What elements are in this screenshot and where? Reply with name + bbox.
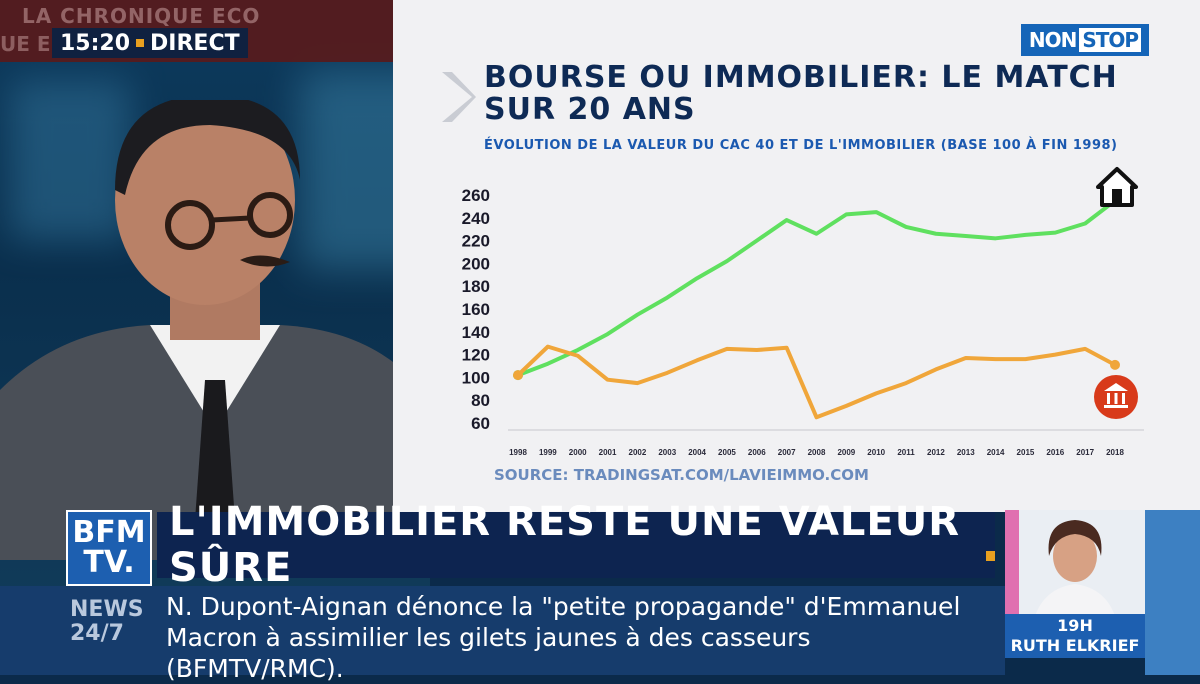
y-tick-label: 140 [462,323,490,342]
x-tick-label: 2009 [837,448,855,457]
news-label-line2: 24/7 [70,621,124,646]
graphic-subtitle: ÉVOLUTION DE LA VALEUR DU CAC 40 ET DE L… [484,138,1118,153]
y-tick-label: 180 [462,277,490,296]
x-tick-label: 2005 [718,448,736,457]
channel-badge: NON STOP [1021,24,1149,56]
next-show-time: 19H [1057,616,1093,635]
x-tick-label: 2003 [658,448,676,457]
x-tick-label: 2012 [927,448,945,457]
chart-source: SOURCE: TRADINGSAT.COM/LAVIEIMMO.COM [494,466,869,484]
studio-video: LA CHRONIQUE ECO UE E 15:20 DIRECT [0,0,430,675]
next-show-bar: 19H RUTH ELKRIEF [1005,614,1145,658]
y-tick-label: 260 [462,186,490,205]
headline-text: L'IMMOBILIER RESTE UNE VALEUR SÛRE [169,499,960,591]
logo-line-1: BFM [72,515,146,550]
x-tick-label: 2013 [957,448,975,457]
house-icon [1096,167,1138,207]
y-tick-label: 240 [462,209,490,228]
x-tick-label: 1998 [509,448,527,457]
headline-accent [986,551,995,561]
x-tick-label: 2015 [1017,448,1035,457]
ticker-text: N. Dupont-Aignan dénonce la "petite prop… [166,592,961,683]
line-chart: 60 80 100 120 140 160 180 200 220 240 260 1998 1999… [462,167,1144,457]
anchor-portrait [1005,510,1115,616]
x-tick-label: 2017 [1076,448,1094,457]
decorative-strip [1145,510,1200,675]
series-line-0 [517,199,1117,377]
chevron-right-icon [442,72,476,122]
live-label: DIRECT [150,30,240,56]
presenter-figure [0,100,430,560]
x-tick-label: 2010 [867,448,885,457]
x-tick-label: 2000 [569,448,587,457]
x-tick-label: 2016 [1046,448,1064,457]
series-endpoint [1110,359,1120,370]
next-show-host: RUTH ELKRIEF [1010,636,1140,655]
y-tick-label: 80 [471,391,490,410]
y-tick-label: 120 [462,346,490,365]
series-line-1 [516,344,1116,420]
x-tick-label: 2011 [897,448,915,457]
series-endpoint [513,370,523,381]
y-tick-label: 100 [462,368,490,387]
program-banner-fragment: UE E [0,32,51,56]
x-tick-label: 2006 [748,448,766,457]
news-label: NEWS 24/7 [70,598,144,646]
news-ticker [0,586,1005,675]
x-tick-label: 1999 [539,448,557,457]
x-tick-label: 2004 [688,448,706,457]
graphic-title: BOURSE OU IMMOBILIER: LE MATCH SUR 20 AN… [484,60,1118,127]
x-tick-label: 2001 [599,448,617,457]
clock-time: 15:20 [60,30,131,56]
live-clock: 15:20 DIRECT [52,28,248,58]
x-tick-label: 2008 [808,448,826,457]
next-show-preview [1005,510,1145,616]
channel-badge-part1: NON [1028,28,1077,52]
x-tick-label: 2014 [987,448,1005,457]
headline-bar: L'IMMOBILIER RESTE UNE VALEUR SÛRE [157,499,995,591]
y-tick-label: 200 [462,254,490,273]
y-tick-label: 60 [471,414,490,433]
y-tick-label: 220 [462,232,490,251]
x-tick-label: 2018 [1106,448,1124,457]
x-tick-label: 2002 [629,448,647,457]
news-label-line1: NEWS [70,597,144,622]
bfmtv-logo: BFM TV. [66,510,152,586]
program-banner: LA CHRONIQUE ECO [22,4,261,28]
logo-line-2: TV. [83,545,135,580]
x-tick-label: 2007 [778,448,796,457]
live-dot-icon [136,39,145,47]
y-tick-label: 160 [462,300,490,319]
bank-icon [1094,375,1138,419]
chart-panel [393,0,1200,512]
channel-badge-part2: STOP [1079,28,1142,52]
